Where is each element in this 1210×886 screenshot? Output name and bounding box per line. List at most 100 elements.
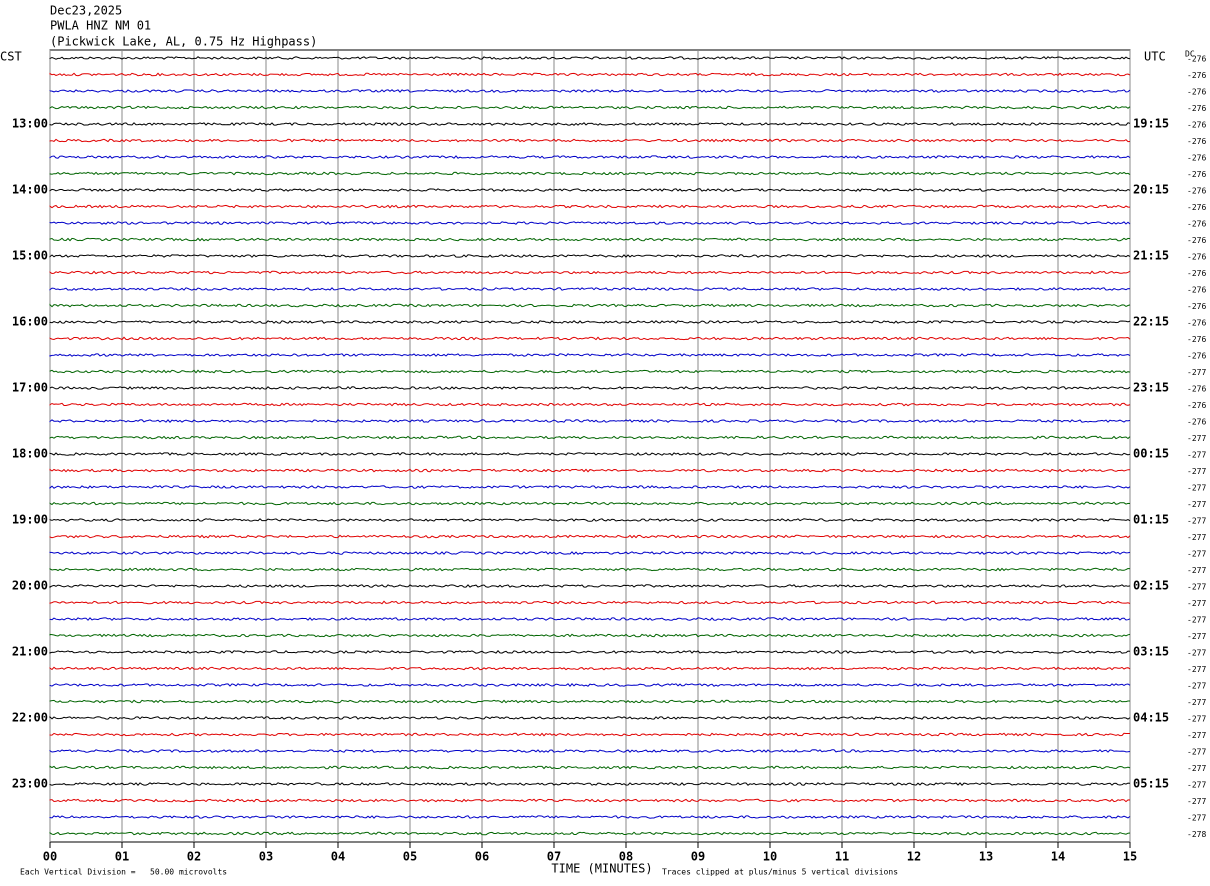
dc-offset: -276: [1187, 137, 1206, 146]
dc-offset: -277: [1187, 583, 1206, 592]
dc-offset: -277: [1187, 698, 1206, 707]
x-tick-label: 12: [907, 850, 921, 864]
trace: [49, 303, 1131, 308]
x-tick-label: 04: [331, 850, 345, 864]
dc-offset: -276: [1187, 418, 1206, 427]
dc-offset: -276: [1187, 401, 1206, 410]
right-time-label: 02:15: [1133, 579, 1169, 593]
trace: [49, 633, 1131, 638]
right-time-label: 20:15: [1133, 183, 1169, 197]
trace: [49, 600, 1131, 605]
trace: [49, 72, 1131, 77]
dc-offset: -277: [1187, 550, 1206, 559]
dc-offset: -277: [1187, 566, 1206, 575]
dc-offset: -276: [1187, 104, 1206, 113]
left-time-label: 13:00: [12, 117, 48, 131]
dc-offset: -277: [1187, 781, 1206, 790]
x-tick-label: 02: [187, 850, 201, 864]
x-tick-label: 15: [1123, 850, 1137, 864]
trace: [49, 452, 1131, 456]
trace: [49, 89, 1131, 93]
trace: [49, 732, 1130, 737]
left-time-label: 19:00: [12, 513, 48, 527]
right-time-label: 01:15: [1133, 513, 1169, 527]
x-tick-label: 11: [835, 850, 849, 864]
dc-offset: -276: [1187, 319, 1206, 328]
dc-offset: -278: [1187, 830, 1206, 839]
trace: [49, 204, 1130, 209]
dc-offset: -277: [1187, 731, 1206, 740]
left-time-label: 16:00: [12, 315, 48, 329]
x-axis-title: TIME (MINUTES): [551, 862, 652, 876]
left-time-label: 20:00: [12, 579, 48, 593]
trace: [49, 188, 1131, 192]
dc-offset: -276: [1187, 302, 1206, 311]
dc-offset: -277: [1187, 665, 1206, 674]
trace: [49, 765, 1131, 770]
x-tick-label: 08: [619, 850, 633, 864]
left-time-label: 15:00: [12, 249, 48, 263]
date: Dec23,2025: [50, 4, 122, 18]
dc-offset: -276: [1187, 154, 1206, 163]
left-time-label: 22:00: [12, 711, 48, 725]
footer-left: Each Vertical Division = 50.00 microvolt…: [20, 868, 227, 877]
right-time-label: 03:15: [1133, 645, 1169, 659]
trace: [49, 815, 1131, 819]
trace: [49, 518, 1131, 522]
trace: [49, 221, 1131, 225]
x-tick-label: 14: [1051, 850, 1065, 864]
left-axis-title: CST: [0, 50, 22, 64]
x-tick-label: 05: [403, 850, 417, 864]
dc-offset: -277: [1187, 682, 1206, 691]
dc-offset: -277: [1187, 484, 1206, 493]
dc-offset: -277: [1187, 649, 1206, 658]
right-time-label: 04:15: [1133, 711, 1169, 725]
right-axis-title: UTC: [1144, 50, 1166, 64]
trace: [49, 287, 1131, 291]
trace: [49, 782, 1131, 786]
dc-offset: -276: [1187, 385, 1206, 394]
dc-offset: -276: [1187, 55, 1206, 64]
x-tick-label: 01: [115, 850, 129, 864]
x-tick-label: 13: [979, 850, 993, 864]
dc-offset: -277: [1187, 517, 1206, 526]
trace: [49, 138, 1131, 143]
plot-frame: [49, 49, 1131, 843]
dc-offset: -276: [1187, 352, 1206, 361]
trace: [49, 831, 1131, 836]
trace: [49, 386, 1131, 390]
left-time-label: 18:00: [12, 447, 48, 461]
trace: [49, 666, 1131, 671]
trace: [49, 798, 1131, 803]
left-time-label: 21:00: [12, 645, 48, 659]
trace: [49, 749, 1131, 753]
dc-offset: -276: [1187, 88, 1206, 97]
trace: [49, 171, 1131, 176]
station: PWLA HNZ NM 01: [50, 19, 151, 33]
trace: [49, 435, 1131, 440]
right-time-label: 21:15: [1133, 249, 1169, 263]
subtitle: (Pickwick Lake, AL, 0.75 Hz Highpass): [50, 35, 317, 49]
footer-right: Traces clipped at plus/minus 5 vertical …: [662, 868, 898, 877]
trace: [49, 485, 1131, 489]
trace: [49, 534, 1131, 539]
dc-offset: -276: [1187, 203, 1206, 212]
x-tick-label: 09: [691, 850, 705, 864]
trace: [49, 320, 1131, 324]
dc-offset: -277: [1187, 434, 1206, 443]
dc-offset: -277: [1187, 764, 1206, 773]
dc-offset: -276: [1187, 170, 1206, 179]
trace: [49, 715, 1131, 720]
trace: [49, 353, 1131, 357]
dc-offset: -277: [1187, 814, 1206, 823]
trace: [49, 237, 1131, 242]
trace: [49, 584, 1131, 589]
trace: [49, 254, 1131, 258]
dc-offset: -277: [1187, 748, 1206, 757]
dc-offset: -276: [1187, 236, 1206, 245]
dc-offset: -276: [1187, 187, 1206, 196]
dc-offset: -277: [1187, 368, 1206, 377]
dc-offset: -277: [1187, 715, 1206, 724]
dc-offset: -276: [1187, 71, 1206, 80]
